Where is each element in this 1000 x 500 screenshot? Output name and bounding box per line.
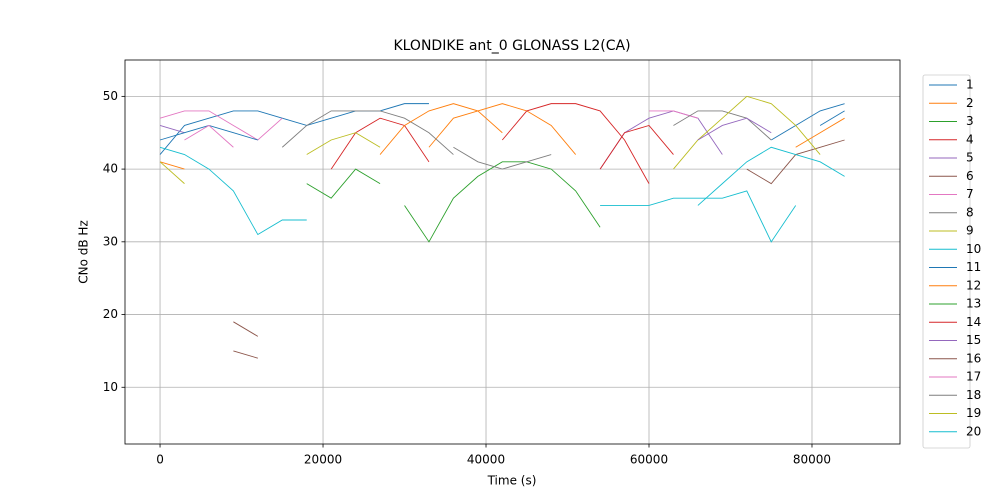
legend-label: 9 bbox=[966, 224, 974, 238]
legend-label: 15 bbox=[966, 333, 981, 347]
series-line bbox=[233, 350, 258, 359]
series-line bbox=[673, 95, 821, 170]
y-tick-label: 10 bbox=[103, 380, 118, 394]
series-line bbox=[599, 124, 674, 170]
chart-title: KLONDIKE ant_0 GLONASS L2(CA) bbox=[393, 38, 630, 54]
series-line bbox=[746, 139, 845, 185]
series-line bbox=[673, 110, 772, 141]
y-axis-label: CNo dB Hz bbox=[77, 220, 91, 284]
y-tick-label: 20 bbox=[103, 307, 118, 321]
series-line bbox=[159, 110, 283, 141]
legend-label: 10 bbox=[966, 242, 981, 256]
x-axis-label: Time (s) bbox=[487, 474, 537, 488]
series-line bbox=[428, 103, 577, 155]
series-line bbox=[697, 146, 845, 206]
series-line bbox=[159, 103, 429, 155]
legend-label: 14 bbox=[966, 315, 981, 329]
series-line bbox=[159, 124, 258, 141]
series-line bbox=[771, 103, 845, 141]
legend-label: 16 bbox=[966, 351, 981, 365]
legend-label: 11 bbox=[966, 260, 981, 274]
y-tick-label: 40 bbox=[103, 162, 118, 176]
legend-label: 19 bbox=[966, 406, 981, 420]
x-tick-label: 40000 bbox=[467, 453, 505, 467]
series-line bbox=[600, 190, 797, 243]
x-tick-label: 20000 bbox=[304, 453, 342, 467]
legend-label: 18 bbox=[966, 388, 981, 402]
legend-label: 2 bbox=[966, 96, 974, 110]
y-tick-label: 50 bbox=[103, 89, 118, 103]
y-tick-label: 30 bbox=[103, 234, 118, 248]
series-line bbox=[795, 117, 845, 148]
series-line bbox=[697, 117, 772, 141]
series-line bbox=[281, 110, 454, 155]
series-line bbox=[306, 132, 381, 155]
legend-box bbox=[922, 74, 971, 449]
series-line bbox=[306, 168, 381, 199]
series-line bbox=[159, 146, 307, 236]
plot-frame bbox=[124, 59, 901, 445]
legend-label: 5 bbox=[966, 151, 974, 165]
series-line bbox=[453, 146, 552, 170]
series-line bbox=[379, 103, 503, 155]
series-line bbox=[819, 110, 845, 126]
series-line bbox=[404, 161, 601, 243]
series-line bbox=[159, 125, 185, 134]
legend-label: 3 bbox=[966, 114, 974, 128]
legend-label: 20 bbox=[966, 424, 981, 438]
legend-label: 12 bbox=[966, 278, 981, 292]
series-line bbox=[159, 161, 185, 184]
legend-label: 13 bbox=[966, 297, 981, 311]
series-line bbox=[501, 103, 650, 184]
legend-label: 8 bbox=[966, 205, 974, 219]
legend-label: 1 bbox=[966, 78, 974, 92]
legend-label: 4 bbox=[966, 132, 974, 146]
legend-label: 7 bbox=[966, 187, 974, 201]
x-tick-label: 0 bbox=[156, 453, 164, 467]
series-line bbox=[649, 110, 699, 119]
series-line bbox=[159, 161, 185, 170]
series-line bbox=[330, 117, 430, 170]
x-tick-label: 60000 bbox=[630, 453, 668, 467]
series-line bbox=[233, 321, 259, 337]
legend-label: 6 bbox=[966, 169, 974, 183]
series-line bbox=[184, 124, 234, 148]
x-tick-label: 80000 bbox=[793, 453, 831, 467]
legend-label: 17 bbox=[966, 370, 981, 384]
